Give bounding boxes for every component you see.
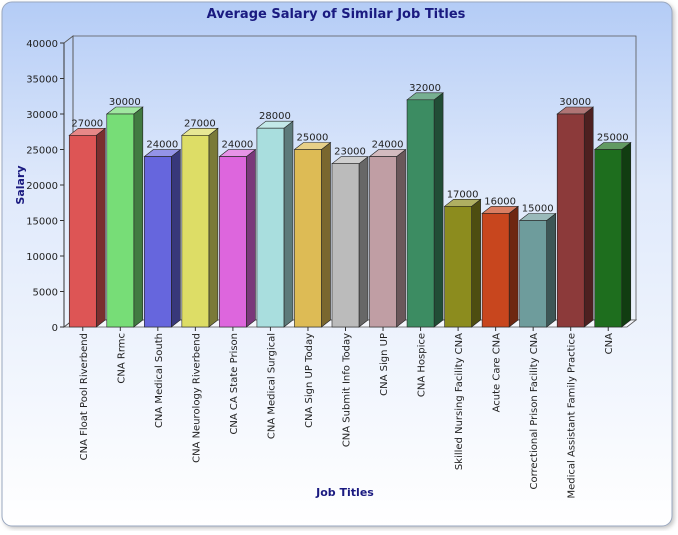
x-tick-label: CNA Rrmc <box>116 333 127 384</box>
bar-side <box>358 156 369 328</box>
bar-side <box>133 106 144 328</box>
data-label: 23000 <box>334 147 366 158</box>
bar-side <box>321 141 331 328</box>
data-label: 27000 <box>71 118 103 129</box>
x-tick-label: CNA Hospice <box>417 333 428 397</box>
data-label: 24000 <box>146 140 178 151</box>
bar-side <box>546 212 556 328</box>
bar <box>106 113 135 328</box>
chart-title: Average Salary of Similar Job Titles <box>207 7 466 22</box>
x-tick-label: CNA Medical South <box>154 333 165 428</box>
x-tick-label: Correctional Prison Facility CNA <box>529 333 540 490</box>
bar <box>594 149 623 328</box>
x-tick-label: CNA Neurology Riverbend <box>191 333 202 463</box>
bar-side <box>508 205 519 328</box>
x-axis-title: Job Titles <box>315 486 374 499</box>
plot-area: 0 5000 10000 15000 20000 25000 30000 35000 40000… <box>26 35 638 499</box>
x-tick-label: Medical Assistant Family Practice <box>567 333 578 499</box>
bar-side <box>396 148 406 328</box>
y-axis-title: Salary <box>14 165 27 204</box>
data-label: 25000 <box>597 133 629 144</box>
x-tick-label: CNA CA State Prison <box>229 333 240 435</box>
x-tick-label: CNA Sign UP <box>379 333 390 396</box>
bar-side <box>621 141 632 328</box>
bar-side <box>208 127 219 328</box>
bar <box>294 149 322 328</box>
data-label: 17000 <box>447 189 479 200</box>
bar-side <box>95 127 106 328</box>
bar <box>519 220 547 328</box>
bar <box>256 127 285 328</box>
x-tick-label: CNA Medical Surgical <box>266 333 277 439</box>
bar <box>481 213 510 328</box>
bar-side <box>283 120 294 328</box>
x-tick-label: CNA <box>604 333 615 354</box>
y-tick-label: 35000 <box>26 75 58 86</box>
y-tick-label: 0 <box>52 323 58 334</box>
y-tick-label: 15000 <box>26 217 58 228</box>
x-tick-label: CNA Submit Info Today <box>342 333 353 447</box>
x-tick-label: CNA Float Pool Riverbend <box>79 333 90 460</box>
bar <box>68 135 97 328</box>
x-tick-label: CNA Sign UP Today <box>304 333 315 428</box>
x-tick-label: Acute Care CNA <box>492 333 503 413</box>
data-label: 24000 <box>372 140 404 151</box>
data-label: 28000 <box>259 111 291 122</box>
y-tick-label: 5000 <box>33 288 58 299</box>
y-tick-label: 25000 <box>26 146 58 157</box>
data-label: 30000 <box>559 97 591 108</box>
bar <box>369 156 397 328</box>
bar <box>181 135 210 328</box>
bar <box>406 99 435 328</box>
bar-side <box>246 148 256 328</box>
bar <box>331 163 360 328</box>
bar <box>144 156 172 328</box>
data-label: 25000 <box>297 133 329 144</box>
data-label: 24000 <box>221 140 253 151</box>
bar-side <box>171 148 181 328</box>
data-label: 32000 <box>409 83 441 94</box>
bar-side <box>583 106 594 328</box>
y-tick-label: 40000 <box>26 39 58 50</box>
y-tick-label: 30000 <box>26 110 58 121</box>
y-tick-label: 10000 <box>26 252 58 263</box>
bar <box>556 113 585 328</box>
bar <box>444 206 472 328</box>
x-tick-label: Skilled Nursing Facility CNA <box>454 333 465 470</box>
bar-side <box>471 198 481 328</box>
data-label: 27000 <box>184 118 216 129</box>
bar <box>219 156 247 328</box>
data-label: 15000 <box>522 204 554 215</box>
data-label: 30000 <box>109 97 141 108</box>
data-label: 16000 <box>484 196 516 207</box>
bar-side <box>433 92 444 328</box>
y-tick-label: 20000 <box>26 181 58 192</box>
